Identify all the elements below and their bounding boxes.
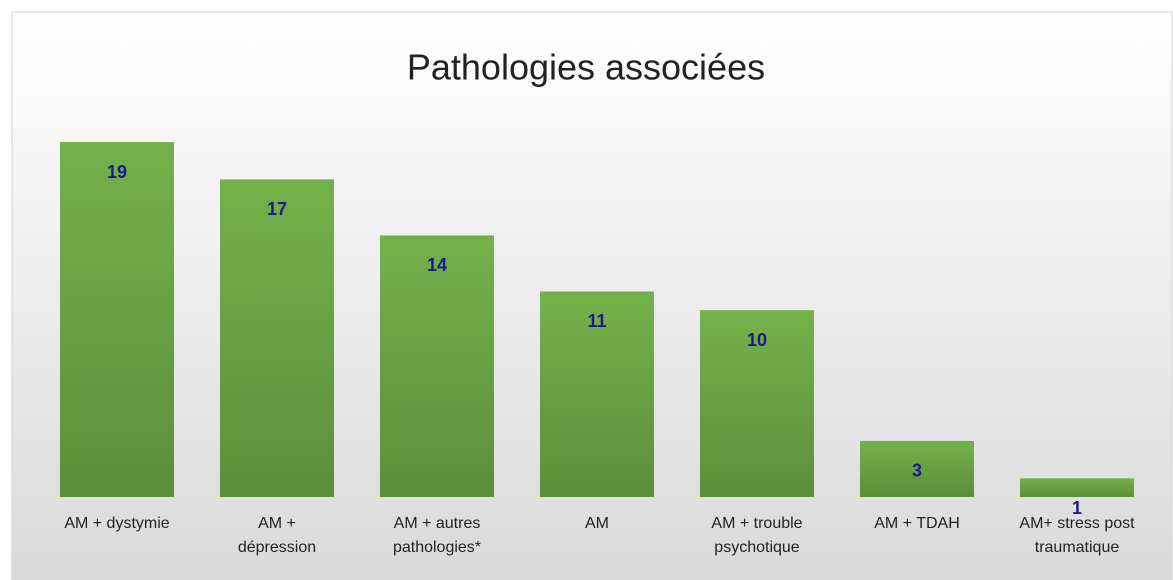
data-label: 14 [427,255,447,275]
chart-title: Pathologies associées [407,47,765,88]
x-tick-label: AM + trouble psychotique [711,515,803,556]
data-label: 10 [747,330,767,350]
x-tick-label: AM + dystymie [64,515,170,532]
x-tick-label: AM + autres pathologies* [392,515,482,556]
bar [220,179,334,498]
x-tick-label: AM + dépression [237,515,317,556]
bar [540,291,654,497]
x-tick-label: AM+ stress post traumatique [1019,515,1135,556]
bar [380,235,494,497]
x-tick-label: AM [585,515,609,532]
data-label: 3 [912,461,922,481]
x-tick-label: AM + TDAH [874,515,960,532]
bar [60,142,174,497]
bar [1020,478,1134,497]
data-label: 19 [107,162,127,182]
data-label: 17 [267,199,287,219]
data-label: 11 [587,311,606,331]
bar [860,440,974,497]
bar [700,310,814,497]
data-label: 1 [1072,498,1082,518]
